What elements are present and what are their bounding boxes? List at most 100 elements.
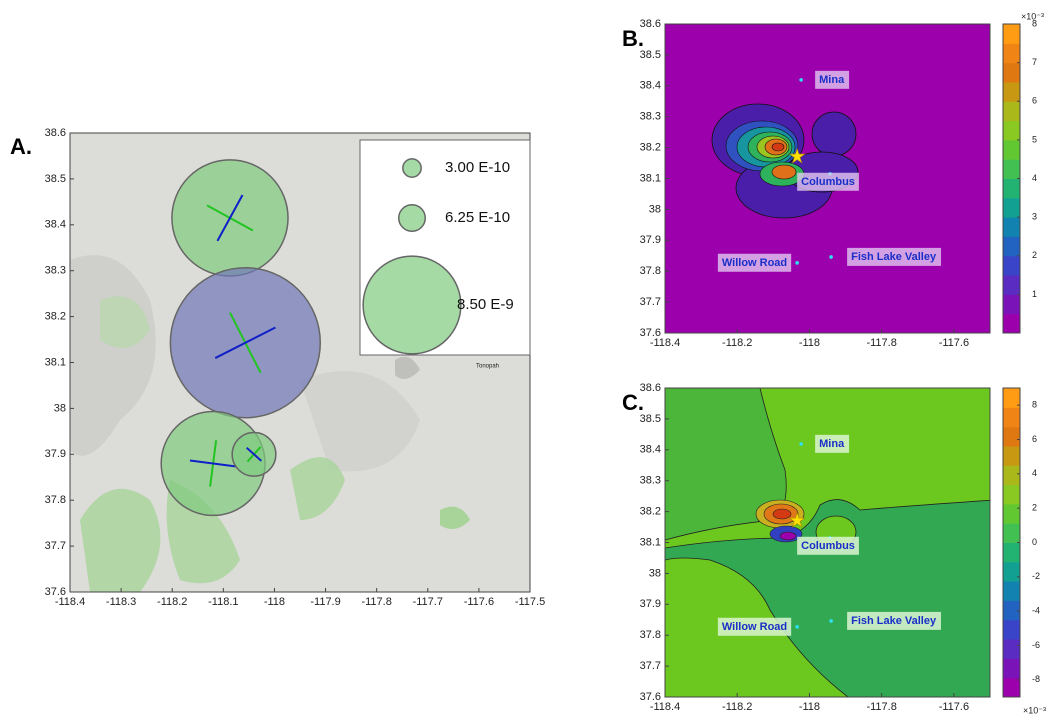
x-tick-label: -117.8 [866,337,896,349]
x-tick-label: -117.6 [939,337,969,349]
figure: A.-118.4-118.3-118.2-118.1-118-117.9-117… [0,0,1057,721]
y-tick-label: 37.7 [640,660,661,672]
colorbar-tick-label: 6 [1032,434,1037,444]
station-label: Mina [819,74,845,86]
y-tick-label: 38.6 [640,18,661,30]
x-tick-label: -117.8 [361,596,391,608]
legend-bubble [363,256,461,354]
x-tick-label: -118.1 [208,596,238,608]
station [795,261,799,265]
colorbar-band [1003,581,1020,601]
colorbar-band [1003,63,1020,83]
y-tick-label: 38.1 [640,172,661,184]
y-tick-label: 38.3 [45,265,66,277]
y-tick-label: 38.2 [640,506,661,518]
colorbar-tick-label: 0 [1032,537,1037,547]
x-tick-label: -118.2 [157,596,187,608]
colorbar-band [1003,275,1020,295]
y-tick-label: 38.1 [640,536,661,548]
y-tick-label: 37.6 [640,691,661,703]
panel-label: A. [10,134,32,159]
colorbar-tick-label: 2 [1032,503,1037,513]
colorbar-band [1003,658,1020,678]
x-tick-label: -117.5 [515,596,545,608]
y-tick-label: 38.4 [640,444,661,456]
y-tick-label: 37.7 [640,296,661,308]
colorbar-band [1003,294,1020,314]
colorbar-band [1003,24,1020,44]
y-tick-label: 37.8 [640,265,661,277]
station-label: Fish Lake Valley [851,615,937,627]
y-tick-label: 38.6 [45,127,66,139]
station-label: Willow Road [722,621,787,633]
colorbar-band [1003,562,1020,582]
x-tick-label: -118.2 [722,337,752,349]
y-tick-label: 38 [54,402,66,414]
legend-label: 6.25 E-10 [445,209,510,226]
y-tick-label: 37.8 [45,494,66,506]
colorbar-band [1003,485,1020,505]
station [799,442,803,446]
station-label: Willow Road [722,257,787,269]
colorbar-band [1003,43,1020,63]
colorbar-label: ×10⁻³ [1023,705,1046,715]
station-label: Columbus [801,540,855,552]
y-tick-label: 38.2 [640,142,661,154]
x-tick-label: -118 [264,596,285,608]
colorbar-band [1003,523,1020,543]
station [795,625,799,629]
colorbar-band [1003,465,1020,485]
y-tick-label: 38.3 [640,475,661,487]
y-tick-label: 37.9 [640,234,661,246]
x-tick-label: -117.6 [939,701,969,713]
colorbar-band [1003,314,1020,334]
colorbar-band [1003,198,1020,218]
station-label: Mina [819,438,845,450]
x-tick-label: -117.6 [464,596,494,608]
station [799,78,803,82]
y-tick-label: 38.4 [640,80,661,92]
y-tick-label: 38.4 [45,219,66,231]
legend-bubble [403,159,421,177]
colorbar-tick-label: 7 [1032,57,1037,67]
y-tick-label: 38.5 [45,173,66,185]
x-tick-label: -118 [799,701,820,713]
legend-label: 8.50 E-9 [457,296,514,313]
colorbar-tick-label: 4 [1032,468,1037,478]
colorbar-band [1003,159,1020,179]
colorbar-tick-label: 4 [1032,173,1037,183]
colorbar-tick-label: 1 [1032,289,1037,299]
colorbar-band [1003,543,1020,563]
colorbar-band [1003,678,1020,698]
colorbar-tick-label: -2 [1032,571,1040,581]
x-tick-label: -118.3 [106,596,136,608]
colorbar-label: ×10⁻³ [1021,11,1044,21]
colorbar-band [1003,82,1020,102]
station-label: Columbus [801,176,855,188]
colorbar-tick-label: 6 [1032,96,1037,106]
colorbar-band [1003,427,1020,447]
y-tick-label: 37.6 [640,327,661,339]
colorbar-tick-label: 2 [1032,250,1037,260]
colorbar-tick-label: -8 [1032,674,1040,684]
colorbar-band [1003,446,1020,466]
colorbar-band [1003,179,1020,199]
y-tick-label: 38 [649,203,661,215]
station [829,255,833,259]
y-tick-label: 38.5 [640,413,661,425]
x-tick-label: -117.8 [866,701,896,713]
x-tick-label: -118 [799,337,820,349]
colorbar-band [1003,140,1020,160]
y-tick-label: 38.3 [640,111,661,123]
colorbar-tick-label: 3 [1032,212,1037,222]
y-tick-label: 37.9 [640,598,661,610]
colorbar-tick-label: -4 [1032,606,1040,616]
legend-bubble [399,205,426,232]
colorbar-band [1003,217,1020,237]
colorbar-band [1003,236,1020,256]
colorbar-tick-label: 8 [1032,400,1037,410]
legend-label: 3.00 E-10 [445,159,510,176]
y-tick-label: 38.5 [640,49,661,61]
colorbar-band [1003,639,1020,659]
colorbar-band [1003,504,1020,524]
